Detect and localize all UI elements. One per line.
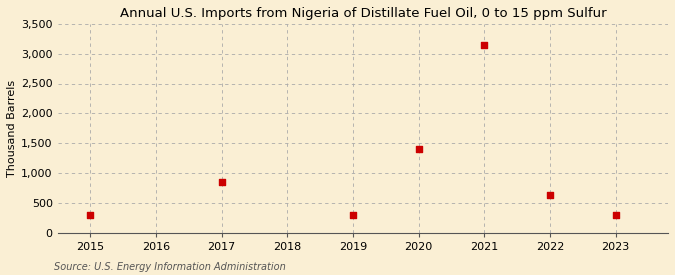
Point (348, 213, 358, 217)
Point (216, 180, 227, 184)
Point (545, 193, 556, 197)
Y-axis label: Thousand Barrels: Thousand Barrels (7, 80, 17, 177)
Point (413, 147, 424, 151)
Point (85, 213, 96, 217)
Text: Source: U.S. Energy Information Administration: Source: U.S. Energy Information Administ… (54, 262, 286, 272)
Title: Annual U.S. Imports from Nigeria of Distillate Fuel Oil, 0 to 15 ppm Sulfur: Annual U.S. Imports from Nigeria of Dist… (119, 7, 606, 20)
Point (610, 213, 621, 217)
Point (479, 43, 489, 47)
